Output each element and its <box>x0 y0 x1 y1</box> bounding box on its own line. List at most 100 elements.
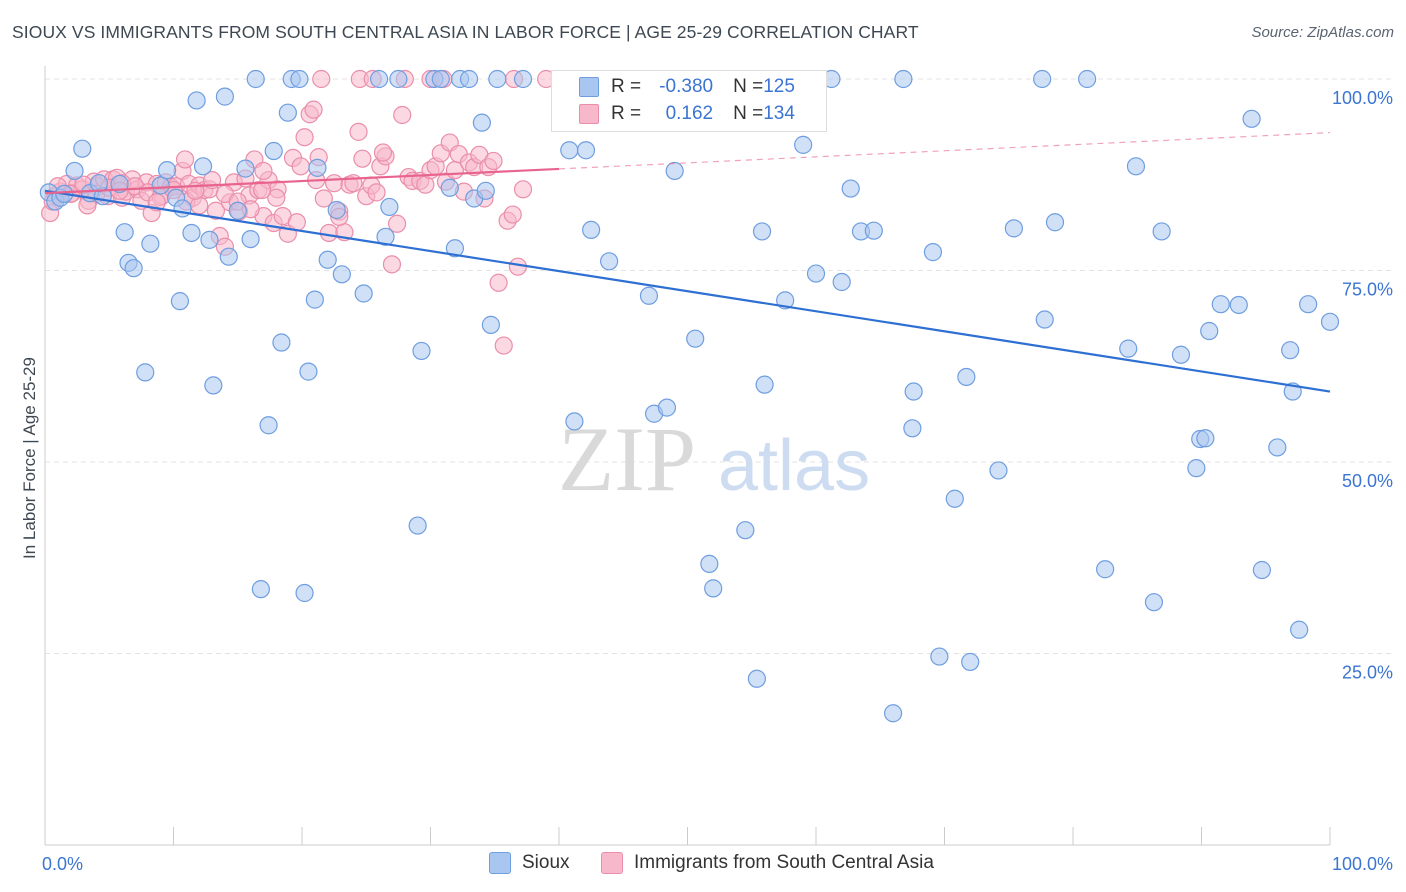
sioux-point <box>332 265 351 284</box>
immigrants-swatch <box>579 104 599 124</box>
sioux-point <box>193 157 213 176</box>
sioux-point <box>318 250 337 269</box>
sioux-point <box>431 69 450 89</box>
immigrants-point <box>373 143 393 162</box>
immigrants-point <box>206 201 226 220</box>
sioux-point <box>576 141 596 160</box>
r-label: R = <box>611 103 642 124</box>
trend-lines <box>44 132 1331 393</box>
sioux-point <box>903 419 922 438</box>
sioux-point <box>560 141 579 160</box>
sioux-point <box>389 69 408 89</box>
immigrants-point <box>489 273 508 292</box>
legend-item-immigrants[interactable]: Immigrants from South Central Asia <box>601 852 934 874</box>
y-tick-label-25: 25.0% <box>1342 663 1393 683</box>
immigrants-point <box>291 157 310 176</box>
sioux-point <box>327 200 346 220</box>
axes <box>44 66 1331 846</box>
sioux-point <box>1281 341 1300 360</box>
sioux-point <box>1268 438 1287 457</box>
sioux-point <box>1229 295 1248 315</box>
immigrants-point <box>253 180 272 200</box>
sioux-point <box>65 161 84 181</box>
sioux-point <box>1035 310 1054 329</box>
sioux-point <box>182 223 201 243</box>
immigrants-point <box>254 161 273 181</box>
sioux-point <box>236 159 255 178</box>
sioux-swatch <box>579 77 599 97</box>
sioux-point <box>295 583 314 603</box>
sioux-point <box>299 362 318 381</box>
sioux-point <box>1299 295 1318 314</box>
sioux-point <box>704 579 723 598</box>
x-tick-label-min: 0.0% <box>42 854 83 874</box>
sioux-point <box>1211 295 1230 314</box>
immigrants-point <box>295 128 314 147</box>
immigrants-point <box>304 100 323 119</box>
sioux-point <box>89 174 109 193</box>
sioux-point <box>1004 219 1023 238</box>
sioux-point <box>488 69 507 89</box>
r-value: -0.380 <box>659 76 714 97</box>
sioux-point <box>957 367 976 387</box>
y-axis-label: In Labor Force | Age 25-29 <box>20 357 39 559</box>
sioux-point <box>259 416 278 435</box>
immigrants-point <box>175 150 195 169</box>
sioux-point <box>370 69 389 89</box>
sioux-point <box>864 221 883 240</box>
sioux-point <box>246 69 265 89</box>
sioux-point <box>124 259 143 278</box>
y-tick-label-50: 50.0% <box>1342 471 1393 491</box>
n-value: 125 <box>763 76 795 97</box>
legend-item-sioux[interactable]: Sioux <box>489 852 570 874</box>
sioux-point <box>200 230 219 249</box>
sioux-point <box>1045 213 1065 232</box>
sioux-point <box>151 176 170 195</box>
sioux-point <box>582 220 601 240</box>
immigrants-point <box>367 183 386 202</box>
sioux-point <box>1171 345 1191 364</box>
sioux-point <box>1252 560 1271 580</box>
sioux-point <box>923 243 943 262</box>
series-legend: Sioux Immigrants from South Central Asia <box>0 852 1406 878</box>
sioux-point <box>930 647 949 666</box>
immigrants-point <box>513 180 533 199</box>
sioux-point <box>883 704 903 723</box>
sioux-point <box>989 461 1008 480</box>
immigrants-point <box>344 174 363 193</box>
legend-label-immigrants: Immigrants from South Central Asia <box>634 852 934 873</box>
sioux-point <box>747 669 766 688</box>
immigrants-trend-line <box>44 167 560 195</box>
sioux-point <box>308 158 327 177</box>
r-label: R = <box>611 76 642 97</box>
immigrants-point <box>319 223 339 243</box>
sioux-point <box>665 161 684 181</box>
sioux-point <box>657 398 677 417</box>
sioux-point <box>1187 459 1206 478</box>
immigrants-point <box>382 255 402 274</box>
sioux-point <box>73 139 92 158</box>
sioux-point <box>600 252 619 271</box>
legend-row-immigrants: R = 0.162 N = 134 <box>552 101 795 127</box>
sioux-point <box>251 580 270 599</box>
legend-label-sioux: Sioux <box>522 852 570 873</box>
sioux-point <box>794 135 813 154</box>
sioux-point <box>228 201 247 220</box>
immigrants-point <box>314 189 333 208</box>
sioux-point <box>1078 69 1097 89</box>
sioux-point <box>110 174 129 194</box>
sioux-point <box>1033 69 1052 89</box>
sioux-point <box>440 178 459 197</box>
sioux-point <box>445 239 465 258</box>
sioux-point <box>1290 620 1309 639</box>
immigrants-point <box>267 188 286 207</box>
sioux-point <box>173 199 192 218</box>
y-tick-label-100: 100.0% <box>1332 88 1393 108</box>
y-tick-label-75: 75.0% <box>1342 280 1393 300</box>
sioux-point <box>380 197 399 217</box>
sioux-point <box>755 375 774 394</box>
immigrants-point <box>484 151 503 171</box>
sioux-point <box>305 290 324 309</box>
sioux-point <box>961 652 980 672</box>
